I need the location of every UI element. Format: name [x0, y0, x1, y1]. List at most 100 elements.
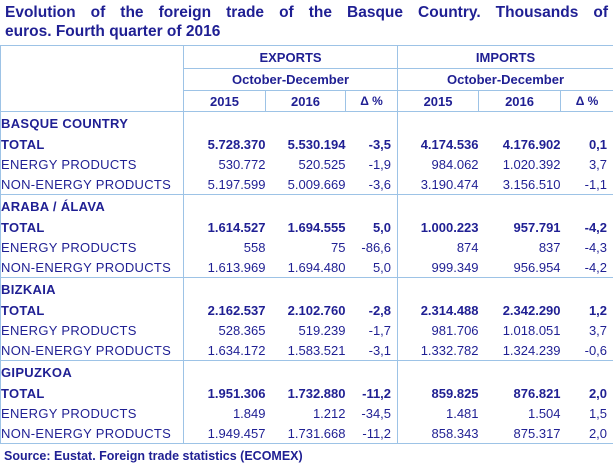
imports-period-header: October-December	[397, 68, 613, 91]
table-row: NON-ENERGY PRODUCTS 1.634.172 1.583.521 -3,…	[1, 340, 613, 361]
imports-value: 1.332.782	[397, 340, 479, 361]
table-row: NON-ENERGY PRODUCTS 1.949.457 1.731.668 -11…	[1, 423, 613, 444]
table-row: TOTAL 1.614.527 1.694.555 5,0 1.000.223 957.7…	[1, 217, 613, 238]
section-name: GIPUZKOA	[1, 364, 73, 380]
imports-2015-header: 2015	[397, 90, 479, 112]
exports-value: 1.694.480	[287, 259, 346, 275]
header-row-groups: EXPORTS IMPORTS	[0, 45, 613, 112]
row-label: ENERGY PRODUCTS	[1, 323, 137, 338]
section-spacer-imports	[397, 111, 613, 135]
row-label: ENERGY PRODUCTS	[1, 240, 137, 255]
table-row: TOTAL 1.951.306 1.732.880 -11,2 859.825 876.8…	[1, 383, 613, 404]
imports-value: 957.791	[513, 220, 561, 235]
section-spacer-imports	[397, 277, 613, 301]
imports-2016-header: 2016	[478, 90, 561, 112]
exports-value: 5.009.669	[287, 176, 346, 192]
imports-value: 4.176.902	[502, 137, 561, 152]
section-header-row: ARABA / ÁLAVA	[1, 194, 613, 218]
section-name: BASQUE COUNTRY	[1, 115, 129, 131]
exports-value: 1.614.527	[183, 217, 266, 238]
imports-value: 1.000.223	[397, 217, 479, 238]
exports-2015-header: 2015	[183, 90, 266, 112]
exports-value: 5.197.599	[183, 174, 266, 195]
exports-value: 1.694.555	[287, 220, 346, 235]
exports-delta-header: Δ %	[344, 90, 398, 112]
exports-value: 1.849	[183, 403, 266, 424]
page-title: Evolution of the foreign trade of the Ba…	[0, 0, 613, 41]
exports-value: 1.613.969	[183, 257, 266, 278]
exports-value: 75	[331, 240, 346, 255]
row-label: NON-ENERGY PRODUCTS	[1, 259, 172, 275]
exports-value: 1.951.306	[183, 383, 266, 404]
table-row: ENERGY PRODUCTS 1.849 1.212 -34,5 1.481 1.504…	[1, 403, 613, 424]
imports-value: 3,7	[588, 157, 608, 172]
table-section: BIZKAIA TOTAL 2.162.537 2.102.760 -2,8 2.314.…	[0, 277, 613, 361]
table-row: NON-ENERGY PRODUCTS 1.613.969 1.694.480 5,0…	[1, 257, 613, 278]
imports-value: 956.954	[513, 259, 561, 275]
exports-value: 5.530.194	[287, 137, 346, 152]
exports-value: 5,0	[372, 220, 392, 235]
exports-value: 519.239	[298, 323, 346, 338]
section-header-row: GIPUZKOA	[1, 360, 613, 384]
imports-value: -4,3	[584, 240, 608, 255]
exports-value: -2,8	[368, 303, 392, 318]
imports-value: 2,0	[588, 386, 608, 401]
imports-group-header: IMPORTS	[397, 45, 613, 69]
exports-2016-header: 2016	[265, 90, 346, 112]
row-label: ENERGY PRODUCTS	[1, 406, 137, 421]
imports-value: 1.020.392	[502, 157, 561, 172]
exports-period-header: October-December	[182, 68, 398, 91]
section-name: BIZKAIA	[1, 281, 56, 297]
row-label: ENERGY PRODUCTS	[1, 157, 137, 172]
header-row-period: October-December October-December	[1, 68, 613, 91]
exports-value: -1,7	[368, 323, 392, 338]
imports-value: 984.062	[397, 154, 479, 175]
section-spacer-exports	[182, 194, 398, 218]
section-header-row: BASQUE COUNTRY	[1, 111, 613, 135]
page-title-line-1: Evolution of the foreign trade of the Ba…	[5, 4, 608, 21]
imports-value: 3.156.510	[502, 176, 561, 192]
exports-value: -3,6	[368, 176, 392, 192]
exports-value: 1.949.457	[183, 423, 266, 444]
imports-value: 4.174.536	[397, 134, 479, 155]
exports-value: -11,2	[362, 386, 392, 401]
imports-value: 858.343	[397, 423, 479, 444]
row-label: TOTAL	[1, 386, 45, 401]
row-label: TOTAL	[1, 137, 45, 152]
imports-value: 1.018.051	[502, 323, 561, 338]
source-note: Source: Eustat. Foreign trade statistics…	[4, 449, 303, 463]
row-label: NON-ENERGY PRODUCTS	[1, 176, 172, 192]
section-spacer-imports	[397, 360, 613, 384]
imports-value: -4,2	[584, 259, 608, 275]
imports-value: 1.504	[527, 406, 561, 421]
section-name: ARABA / ÁLAVA	[1, 198, 106, 214]
table-section: BASQUE COUNTRY TOTAL 5.728.370 5.530.194 -3,…	[0, 111, 613, 195]
section-spacer-imports	[397, 194, 613, 218]
imports-value: 981.706	[397, 320, 479, 341]
row-label: TOTAL	[1, 303, 45, 318]
imports-value: -4,2	[584, 220, 608, 235]
imports-value: 837	[538, 240, 561, 255]
imports-value: 3.190.474	[397, 174, 479, 195]
page-title-line-2: euros. Fourth quarter of 2016	[5, 23, 221, 40]
exports-value: 520.525	[298, 157, 346, 172]
exports-value: -34,5	[361, 406, 392, 421]
imports-value: 859.825	[397, 383, 479, 404]
imports-value: 2,0	[588, 425, 608, 441]
exports-value: 2.102.760	[287, 303, 346, 318]
imports-value: 875.317	[513, 425, 561, 441]
table-row: TOTAL 2.162.537 2.102.760 -2,8 2.314.488 2.34…	[1, 300, 613, 321]
imports-value: 876.821	[513, 386, 561, 401]
exports-value: 528.365	[183, 320, 266, 341]
imports-value: -0,6	[584, 342, 608, 358]
imports-delta-header: Δ %	[560, 90, 613, 112]
table-row: ENERGY PRODUCTS 558 75 -86,6 874 837 -4,3	[1, 237, 613, 258]
section-header-row: BIZKAIA	[1, 277, 613, 301]
imports-value: 1,2	[588, 303, 608, 318]
exports-value: 1.583.521	[287, 342, 346, 358]
table-row: ENERGY PRODUCTS 528.365 519.239 -1,7 981.706…	[1, 320, 613, 341]
section-spacer-exports	[182, 111, 398, 135]
exports-group-header: EXPORTS	[182, 45, 398, 69]
imports-value: 0,1	[588, 137, 608, 152]
